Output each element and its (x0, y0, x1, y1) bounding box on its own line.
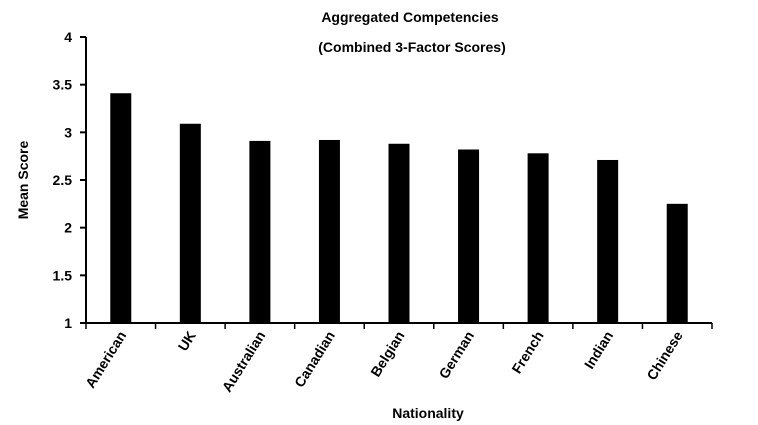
x-tick-label: American (82, 328, 129, 391)
bar-chinese (666, 203, 688, 323)
x-tick-label: Belgian (367, 328, 407, 379)
y-tick-label: 3.5 (53, 77, 73, 93)
bar-belgian (388, 143, 410, 323)
x-tick-label: Australian (219, 328, 269, 395)
chart-subtitle: (Combined 3-Factor Scores) (318, 39, 505, 55)
x-tick-label: Indian (581, 328, 616, 371)
plot-area: 1 1.5 2 2.5 3 3.5 4 American UK Australian Canadia… (53, 29, 713, 395)
bar-canadian (318, 139, 340, 323)
x-tick-label: German (435, 328, 477, 381)
y-tick-label: 2 (64, 220, 72, 236)
x-tick-label: Chinese (643, 328, 686, 383)
bar-australian (249, 140, 271, 323)
bar-uk (179, 123, 201, 324)
y-tick-label: 3 (64, 124, 72, 140)
y-tick-label: 4 (64, 29, 72, 45)
x-tick-label: UK (175, 328, 199, 354)
bar-indian (597, 159, 619, 323)
chart-title: Aggregated Competencies (321, 9, 499, 25)
x-axis-label: Nationality (392, 405, 464, 421)
y-axis-label: Mean Score (15, 140, 31, 219)
x-tick-label: Canadian (291, 328, 338, 390)
bar-german (458, 149, 480, 323)
x-tick-label: French (508, 328, 546, 376)
y-tick-label: 1 (64, 315, 72, 331)
y-tick-label: 2.5 (53, 172, 73, 188)
bar-american (110, 93, 132, 323)
y-tick-label: 1.5 (53, 267, 73, 283)
bar-french (527, 153, 549, 323)
